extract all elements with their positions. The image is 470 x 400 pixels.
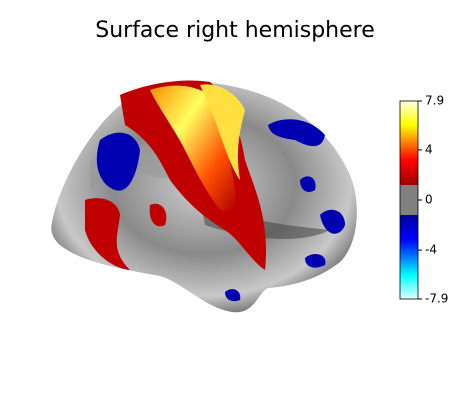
- brain-surface: [51, 80, 357, 313]
- colorbar-tick-label: 7.9: [425, 94, 444, 108]
- chart-title: Surface right hemisphere: [95, 18, 375, 43]
- activation-positive: [85, 198, 130, 270]
- colorbar-tick-label: 4: [425, 142, 433, 156]
- colorbar-tick-label: -7.9: [425, 292, 448, 306]
- colorbar: 7.9 4 0 -4 -7.9: [399, 94, 448, 306]
- activation-negative: [268, 119, 325, 147]
- activation-negative: [320, 209, 345, 234]
- activation-peak: [200, 84, 245, 180]
- colorbar-tick-label: -4: [425, 243, 437, 257]
- activation-negative: [225, 289, 241, 302]
- colorbar-tick-label: 0: [425, 193, 433, 207]
- activation-negative: [96, 132, 140, 191]
- threshold-band: [400, 184, 418, 216]
- activation-negative: [300, 176, 316, 192]
- activation-positive: [149, 203, 167, 227]
- activation-negative: [305, 254, 326, 268]
